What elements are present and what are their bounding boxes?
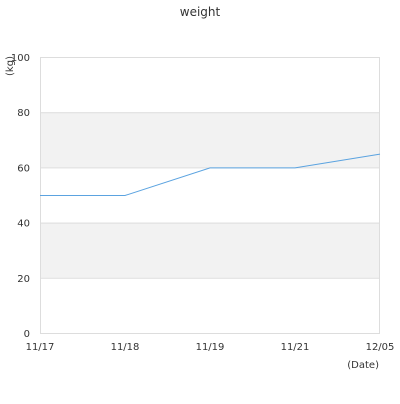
x-tick-label: 11/17 (26, 342, 55, 353)
y-axis-unit: (kg) (5, 56, 16, 76)
x-tick-label: 12/05 (366, 342, 395, 353)
x-tick-label: 11/19 (196, 342, 225, 353)
x-tick-labels: 11/17 11/18 11/19 11/21 12/05 (26, 342, 395, 353)
y-tick-label: 0 (24, 329, 30, 340)
y-tick-label: 60 (17, 163, 30, 174)
y-tick-label: 80 (17, 108, 30, 119)
y-tick-label: 40 (17, 219, 30, 230)
grid-band (40, 112, 380, 167)
chart-title: weight (180, 5, 221, 19)
x-tick-label: 11/18 (111, 342, 140, 353)
y-tick-label: 20 (17, 274, 30, 285)
x-axis-unit: (Date) (347, 360, 379, 371)
grid-band (40, 223, 380, 278)
x-tick-label: 11/21 (281, 342, 310, 353)
